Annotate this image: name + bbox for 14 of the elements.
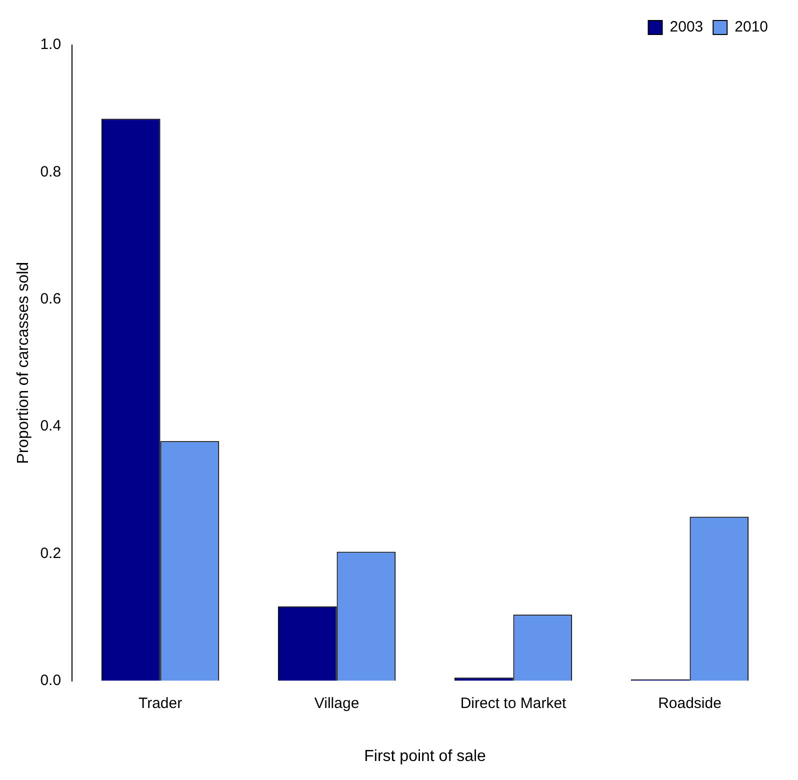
y-tick-label: 0.4	[40, 418, 62, 435]
legend-label: 2010	[734, 18, 768, 36]
y-tick-label: 0.6	[40, 290, 62, 308]
y-axis-title: Proportion of carcasses sold	[15, 262, 32, 464]
y-tick-label: 0.8	[40, 163, 62, 180]
x-tick-label: Village	[314, 694, 360, 712]
x-tick-label: Roadside	[658, 694, 722, 712]
x-tick-label: Direct to Market	[460, 694, 568, 712]
x-tick-label: Trader	[138, 694, 182, 712]
x-axis-title: First point of sale	[364, 748, 486, 765]
legend-label: 2003	[670, 18, 704, 36]
y-tick-label: 0.0	[40, 672, 62, 689]
y-tick-label: 0.2	[40, 544, 62, 562]
y-tick-label: 1.0	[40, 36, 62, 54]
